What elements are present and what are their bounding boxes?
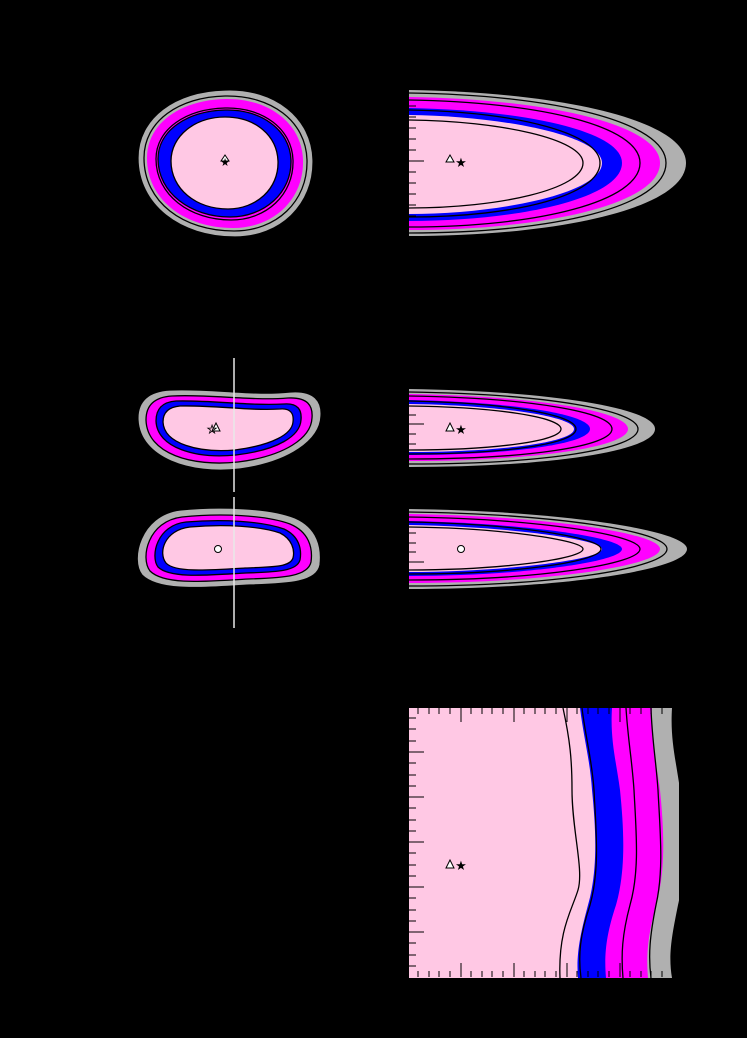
- contour-1sigma-line: [409, 400, 577, 455]
- contour-2sigma-line: [621, 708, 638, 978]
- panel-bottom-right: ★: [409, 708, 679, 978]
- contour-2sigma-line: [155, 107, 294, 221]
- panel-middle-right-lower: [409, 509, 687, 589]
- contour-3sigma-line: [409, 391, 639, 465]
- circle-marker: [214, 545, 222, 553]
- triangle-marker: [445, 421, 455, 432]
- contour-3sigma-line: [143, 95, 308, 232]
- contour-inner-fill: [162, 405, 294, 452]
- y-axis-ticks: [409, 532, 424, 563]
- star-marker: ★: [455, 858, 467, 873]
- contour-inner-line: [559, 708, 581, 978]
- star-marker: ★: [455, 422, 467, 437]
- contour-3sigma-line: [409, 511, 668, 587]
- contour-2sigma-line: [409, 99, 641, 228]
- star-marker: ★: [220, 157, 230, 169]
- contour-1sigma-line: [409, 521, 602, 575]
- contour-3sigma-line: [409, 92, 667, 234]
- contour-inner-fill: [170, 116, 279, 210]
- contour-inner-line: [409, 119, 584, 209]
- x-axis-ticks-top: [417, 708, 663, 722]
- x-axis-ticks-bottom: [417, 963, 663, 977]
- contour-inner-fill: [162, 525, 295, 571]
- y-axis-ticks: [409, 717, 424, 967]
- star-marker: ★: [455, 155, 467, 170]
- contour-2sigma-line: [409, 395, 613, 460]
- contour-2sigma-line: [409, 516, 641, 581]
- contour-inner-line: [409, 405, 562, 451]
- y-axis-ticks: [409, 105, 424, 228]
- circle-marker: [457, 545, 465, 553]
- panel-middle-right-upper: ★: [409, 389, 655, 467]
- triangle-marker: [211, 421, 221, 432]
- panel-top-left: ★: [137, 89, 314, 238]
- contour-3sigma-line: [648, 708, 662, 978]
- triangle-marker: [445, 858, 455, 869]
- triangle-marker: [445, 153, 455, 163]
- panel-middle-left-lower: [136, 497, 322, 628]
- panel-middle-left-upper: ★: [137, 358, 322, 492]
- contour-inner-fill: [409, 708, 596, 978]
- contour-1sigma-line: [579, 708, 598, 978]
- triangle-marker: [220, 154, 230, 162]
- panel-top-right: ★: [409, 90, 686, 236]
- contour-inner-line: [409, 526, 584, 571]
- star-marker: ★: [207, 424, 217, 436]
- y-axis-ticks: [409, 414, 424, 445]
- contour-1sigma-line: [409, 109, 601, 218]
